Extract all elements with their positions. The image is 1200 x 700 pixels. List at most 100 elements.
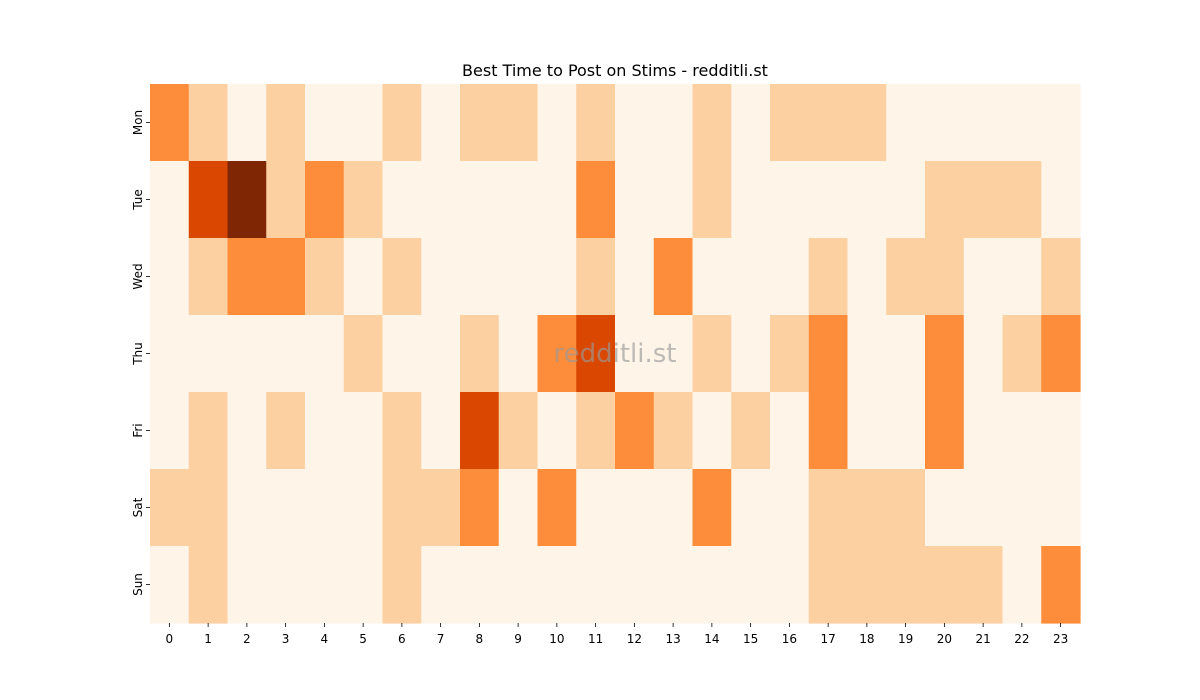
x-tick-label: 23 bbox=[1053, 632, 1068, 646]
heatmap-cell-thu-13 bbox=[653, 315, 694, 393]
heatmap-cell-sun-0 bbox=[150, 546, 190, 624]
heatmap-cell-sun-23 bbox=[1041, 546, 1081, 624]
heatmap-cell-wed-18 bbox=[847, 238, 887, 316]
x-tick-label: 18 bbox=[859, 632, 874, 646]
y-tick-label: Wed bbox=[131, 263, 145, 289]
heatmap-cell-sat-20 bbox=[925, 469, 965, 547]
heatmap-cell-mon-3 bbox=[266, 84, 306, 162]
x-tick-label: 9 bbox=[514, 632, 522, 646]
heatmap-cell-fri-12 bbox=[615, 392, 655, 470]
heatmap-cell-fri-7 bbox=[421, 392, 461, 470]
heatmap-cell-sat-8 bbox=[460, 469, 500, 547]
heatmap-cell-tue-20 bbox=[925, 161, 965, 239]
heatmap-cell-sat-1 bbox=[188, 469, 229, 547]
heatmap-cell-fri-5 bbox=[343, 392, 384, 470]
heatmap-cell-mon-10 bbox=[537, 84, 577, 162]
heatmap-cell-sun-10 bbox=[537, 546, 577, 624]
heatmap-cell-fri-22 bbox=[1002, 392, 1042, 470]
heatmap-cell-sat-0 bbox=[150, 469, 190, 547]
y-tick-label: Mon bbox=[131, 110, 145, 135]
heatmap-cell-tue-2 bbox=[227, 161, 267, 239]
heatmap-cell-sat-5 bbox=[343, 469, 384, 547]
heatmap-cell-mon-14 bbox=[692, 84, 732, 162]
heatmap-cell-wed-6 bbox=[382, 238, 422, 316]
heatmap-cell-sat-17 bbox=[808, 469, 849, 547]
heatmap-cell-fri-20 bbox=[925, 392, 965, 470]
heatmap-cell-wed-9 bbox=[498, 238, 539, 316]
heatmap-cell-mon-4 bbox=[305, 84, 345, 162]
heatmap-cell-fri-15 bbox=[731, 392, 771, 470]
x-tick-label: 21 bbox=[975, 632, 990, 646]
heatmap-cell-mon-15 bbox=[731, 84, 771, 162]
heatmap-cell-tue-16 bbox=[770, 161, 810, 239]
heatmap-cell-mon-16 bbox=[770, 84, 810, 162]
heatmap-cell-mon-1 bbox=[188, 84, 229, 162]
heatmap-cell-mon-7 bbox=[421, 84, 461, 162]
heatmap-cell-tue-1 bbox=[188, 161, 229, 239]
x-tick-label: 17 bbox=[820, 632, 835, 646]
x-tick-label: 19 bbox=[898, 632, 913, 646]
heatmap-cell-sat-12 bbox=[615, 469, 655, 547]
heatmap-cell-tue-17 bbox=[808, 161, 849, 239]
heatmap-cell-mon-13 bbox=[653, 84, 694, 162]
heatmap-cell-sat-10 bbox=[537, 469, 577, 547]
heatmap-cell-sat-9 bbox=[498, 469, 539, 547]
heatmap-cell-sat-13 bbox=[653, 469, 694, 547]
heatmap-cell-fri-14 bbox=[692, 392, 732, 470]
heatmap-cell-wed-20 bbox=[925, 238, 965, 316]
heatmap-cell-mon-21 bbox=[963, 84, 1004, 162]
heatmap-cell-sun-9 bbox=[498, 546, 539, 624]
heatmap-cell-tue-18 bbox=[847, 161, 887, 239]
heatmap-cell-fri-6 bbox=[382, 392, 422, 470]
heatmap-cell-tue-6 bbox=[382, 161, 422, 239]
heatmap-cell-tue-5 bbox=[343, 161, 384, 239]
heatmap-cell-thu-20 bbox=[925, 315, 965, 393]
heatmap-cell-thu-16 bbox=[770, 315, 810, 393]
heatmap-cell-tue-23 bbox=[1041, 161, 1081, 239]
heatmap-cell-sun-22 bbox=[1002, 546, 1042, 624]
heatmap-cell-wed-2 bbox=[227, 238, 267, 316]
heatmap-cell-tue-7 bbox=[421, 161, 461, 239]
x-axis-ticks: 0 1 2 3 4 5 6 7 8 9 10 11 12 13 14 15 16 17 18 19 20 21 22 23 bbox=[166, 623, 1068, 646]
heatmap-cell-mon-2 bbox=[227, 84, 267, 162]
heatmap-cell-sat-16 bbox=[770, 469, 810, 547]
x-tick-label: 2 bbox=[243, 632, 251, 646]
heatmap-cell-thu-11 bbox=[576, 315, 616, 393]
x-tick-label: 1 bbox=[204, 632, 212, 646]
heatmap-cell-sat-2 bbox=[227, 469, 267, 547]
heatmap-cell-tue-4 bbox=[305, 161, 345, 239]
y-tick-label: Tue bbox=[131, 189, 145, 211]
heatmap-cell-sun-2 bbox=[227, 546, 267, 624]
x-tick-label: 7 bbox=[437, 632, 445, 646]
heatmap-cell-sun-20 bbox=[925, 546, 965, 624]
heatmap-cell-thu-14 bbox=[692, 315, 732, 393]
heatmap-cell-fri-19 bbox=[886, 392, 926, 470]
heatmap-cell-wed-3 bbox=[266, 238, 306, 316]
y-axis-ticks: Mon Tue Wed Thu Fri Sat Sun bbox=[131, 110, 150, 596]
heatmap-cell-tue-19 bbox=[886, 161, 926, 239]
heatmap-cell-thu-8 bbox=[460, 315, 500, 393]
heatmap-cell-thu-7 bbox=[421, 315, 461, 393]
x-tick-label: 13 bbox=[665, 632, 680, 646]
heatmap-cell-sun-21 bbox=[963, 546, 1004, 624]
heatmap-cell-wed-14 bbox=[692, 238, 732, 316]
heatmap-cell-sat-7 bbox=[421, 469, 461, 547]
y-tick-label: Sat bbox=[131, 497, 145, 517]
heatmap-cell-fri-3 bbox=[266, 392, 306, 470]
heatmap-cell-mon-5 bbox=[343, 84, 384, 162]
heatmap-cell-sun-16 bbox=[770, 546, 810, 624]
x-tick-label: 16 bbox=[782, 632, 797, 646]
heatmap-cell-thu-17 bbox=[808, 315, 849, 393]
heatmap-cell-fri-8 bbox=[460, 392, 500, 470]
heatmap-cell-mon-19 bbox=[886, 84, 926, 162]
heatmap-cell-thu-15 bbox=[731, 315, 771, 393]
heatmap-cell-tue-13 bbox=[653, 161, 694, 239]
x-tick-label: 22 bbox=[1014, 632, 1029, 646]
heatmap-cell-tue-14 bbox=[692, 161, 732, 239]
heatmap-cell-mon-9 bbox=[498, 84, 539, 162]
heatmap-cell-thu-5 bbox=[343, 315, 384, 393]
heatmap-cell-thu-9 bbox=[498, 315, 539, 393]
heatmap-cell-fri-18 bbox=[847, 392, 887, 470]
heatmap-cell-mon-6 bbox=[382, 84, 422, 162]
heatmap-cell-fri-0 bbox=[150, 392, 190, 470]
